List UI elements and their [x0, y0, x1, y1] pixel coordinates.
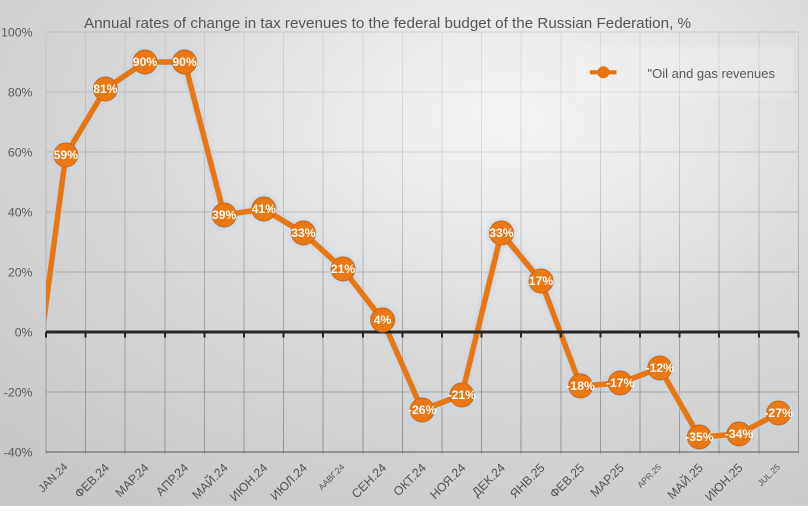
svg-text:0%: 0% — [15, 326, 33, 340]
svg-text:-17%: -17% — [606, 376, 635, 390]
svg-text:-20%: -20% — [4, 386, 33, 400]
svg-text:33%: 33% — [291, 226, 316, 240]
svg-text:-26%: -26% — [408, 403, 437, 417]
svg-text:"Oil and gas revenues: "Oil and gas revenues — [648, 66, 776, 81]
svg-text:60%: 60% — [8, 146, 33, 160]
svg-text:33%: 33% — [489, 226, 514, 240]
svg-text:-18%: -18% — [566, 379, 595, 393]
svg-text:-40%: -40% — [4, 446, 33, 460]
svg-text:20%: 20% — [8, 266, 33, 280]
svg-text:90%: 90% — [133, 55, 158, 69]
svg-text:-34%: -34% — [725, 427, 754, 441]
svg-text:59%: 59% — [54, 148, 79, 162]
svg-text:-27%: -27% — [764, 406, 793, 420]
svg-text:-21%: -21% — [448, 388, 477, 402]
svg-text:21%: 21% — [331, 262, 356, 276]
svg-text:90%: 90% — [172, 55, 197, 69]
svg-text:81%: 81% — [93, 82, 118, 96]
svg-text:80%: 80% — [8, 86, 33, 100]
svg-text:17%: 17% — [529, 274, 554, 288]
svg-text:-12%: -12% — [646, 361, 675, 375]
svg-text:40%: 40% — [8, 206, 33, 220]
svg-text:41%: 41% — [252, 202, 277, 216]
svg-text:4%: 4% — [374, 313, 392, 327]
svg-text:-35%: -35% — [685, 430, 714, 444]
svg-text:Annual rates of change in tax: Annual rates of change in tax revenues t… — [84, 15, 691, 32]
svg-text:39%: 39% — [212, 208, 237, 222]
svg-text:100%: 100% — [1, 26, 33, 40]
